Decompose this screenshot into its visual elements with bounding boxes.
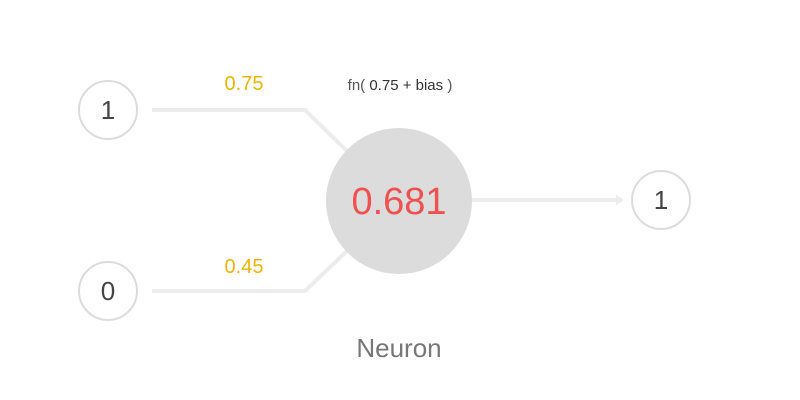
neuron-caption: Neuron [356, 333, 441, 363]
formula-close: ) [447, 77, 452, 94]
output-node: 1 [631, 170, 691, 230]
input-node-1-value: 1 [101, 95, 115, 125]
edge-input-2-to-neuron [152, 248, 350, 293]
input-node-2: 0 [78, 261, 138, 321]
neuron-output-value: 0.681 [351, 181, 446, 223]
neuron-node: 0.681 [326, 128, 472, 274]
weight-label-2: 0.45 [225, 256, 264, 278]
input-node-2-value: 0 [101, 276, 115, 306]
formula-expression: 0.75 + bias [369, 77, 443, 94]
neuron-body [326, 128, 472, 274]
output-node-value: 1 [654, 185, 668, 215]
activation-formula: fn( 0.75 + bias ) [348, 77, 453, 94]
input-node-1: 1 [78, 80, 138, 140]
weight-label-1: 0.75 [225, 73, 264, 95]
edge-input-1-to-neuron [152, 108, 350, 154]
formula-fn: fn( [348, 77, 366, 94]
